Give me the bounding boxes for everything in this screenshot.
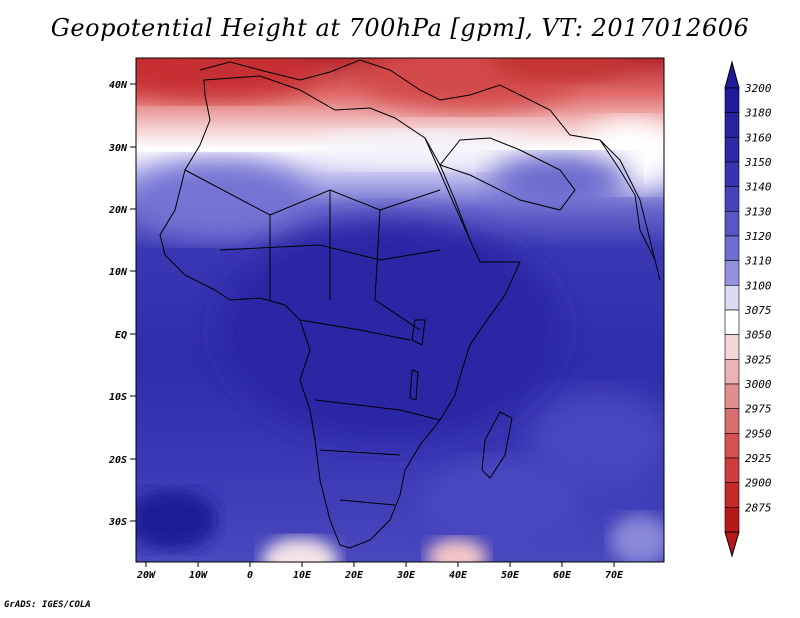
lat-axis [130,83,136,522]
colorbar-label: 3075 [744,304,772,317]
colorbar-swatch [724,457,740,483]
colorbar-swatch [724,260,740,286]
lat-label-20s: 20S [108,455,127,466]
lon-label-20e: 20E [344,570,364,581]
colorbar-swatch [724,161,740,187]
colorbar-swatch [724,433,740,459]
colorbar-swatch [724,507,740,533]
lon-label-60e: 60E [553,570,572,581]
colorbar-swatch [724,285,740,311]
colorbar-label: 2900 [745,477,772,490]
colorbar-swatch [724,235,740,261]
lat-label-10s: 10S [109,392,127,403]
coastlines [159,59,661,549]
grads-credit: GrADS: IGES/COLA [4,600,91,610]
colorbar-swatch [724,482,740,508]
lat-label-20n: 20N [108,205,128,216]
colorbar-label: 3100 [744,279,772,292]
lat-label-10n: 10N [109,267,128,278]
lat-label-eq: EQ [115,330,127,341]
lon-label-30e: 30E [396,570,416,581]
colorbar-label: 3050 [744,329,772,342]
colorbar-label: 2950 [745,427,772,440]
lon-label-0: 0 [247,570,253,581]
colorbar-label: 3025 [744,353,772,366]
colorbar-label: 3200 [744,82,772,95]
colorbar-swatch [724,186,740,212]
lon-label-10e: 10E [293,570,312,581]
colorbar: 3200 3180 3160 3150 3140 3130 3120 3110 3100 3075… [724,60,772,558]
lon-label-20w: 20W [136,570,156,581]
colorbar-swatch [724,334,740,360]
colorbar-swatch [724,408,740,434]
colorbar-label: 3110 [744,255,772,268]
colorbar-swatch [724,309,740,335]
colorbar-swatch [724,359,740,385]
colorbar-label: 3150 [744,156,772,169]
map-title: Geopotential Height at 700hPa [gpm], VT:… [50,14,750,42]
colorbar-label: 3160 [744,131,772,144]
colorbar-swatch [724,211,740,237]
lon-label-50e: 50E [501,570,520,581]
lon-label-70e: 70E [605,570,624,581]
colorbar-label: 3130 [744,205,772,218]
colorbar-label: 3000 [744,378,772,391]
plot-frame [135,57,665,563]
colorbar-label: 3180 [744,107,772,120]
lat-label-30s: 30S [108,517,127,528]
colorbar-swatch [724,383,740,409]
colorbar-swatch [724,87,740,113]
colorbar-min-arrow [724,531,740,558]
colorbar-label: 3120 [744,230,772,243]
lat-label-40n: 40N [109,80,128,91]
colorbar-label: 2975 [745,403,772,416]
shaded-field [136,58,664,562]
colorbar-swatch [724,112,740,138]
lon-label-10w: 10W [189,570,208,581]
colorbar-label: 2875 [745,501,772,514]
colorbar-label: 2925 [745,452,772,465]
colorbar-label: 3140 [744,181,772,194]
lat-label-30n: 30N [108,143,128,154]
colorbar-swatch [724,137,740,163]
lon-label-40e: 40E [449,570,468,581]
lon-axis [145,562,615,567]
colorbar-max-arrow [724,60,740,89]
